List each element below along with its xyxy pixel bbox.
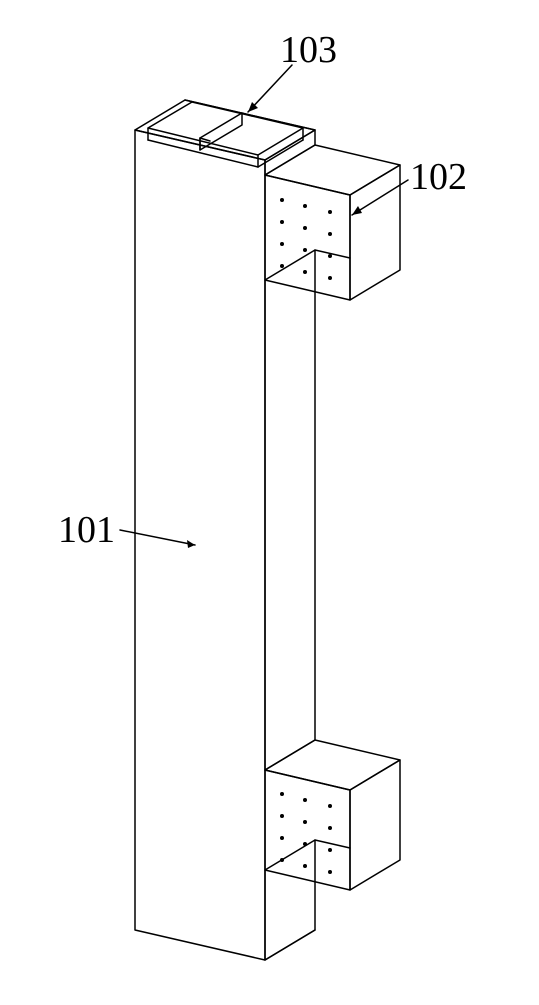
lower-bracket-front bbox=[265, 770, 350, 890]
lower-bracket-top bbox=[265, 740, 400, 790]
isometric-drawing bbox=[0, 0, 539, 1000]
column-right-top bbox=[265, 130, 315, 175]
column-bottom-right-edge bbox=[265, 930, 315, 960]
label-101: 101 bbox=[58, 508, 115, 552]
label-102: 102 bbox=[410, 155, 467, 199]
leader-101 bbox=[120, 530, 195, 545]
column-right-bottom bbox=[265, 840, 315, 960]
lower-bracket-holes bbox=[280, 792, 332, 874]
column-front-face bbox=[135, 130, 265, 960]
label-103: 103 bbox=[280, 28, 337, 72]
upper-bracket-right bbox=[350, 165, 400, 300]
upper-bracket-front bbox=[265, 175, 350, 300]
upper-bracket-holes bbox=[280, 198, 332, 280]
top-divider-plate bbox=[200, 113, 242, 150]
column-back-top-edge bbox=[185, 100, 315, 130]
technical-drawing-container: 101 102 103 bbox=[0, 0, 539, 1000]
lower-bracket-right bbox=[350, 760, 400, 890]
column-right-middle bbox=[265, 250, 315, 770]
upper-bracket-top bbox=[265, 145, 400, 195]
